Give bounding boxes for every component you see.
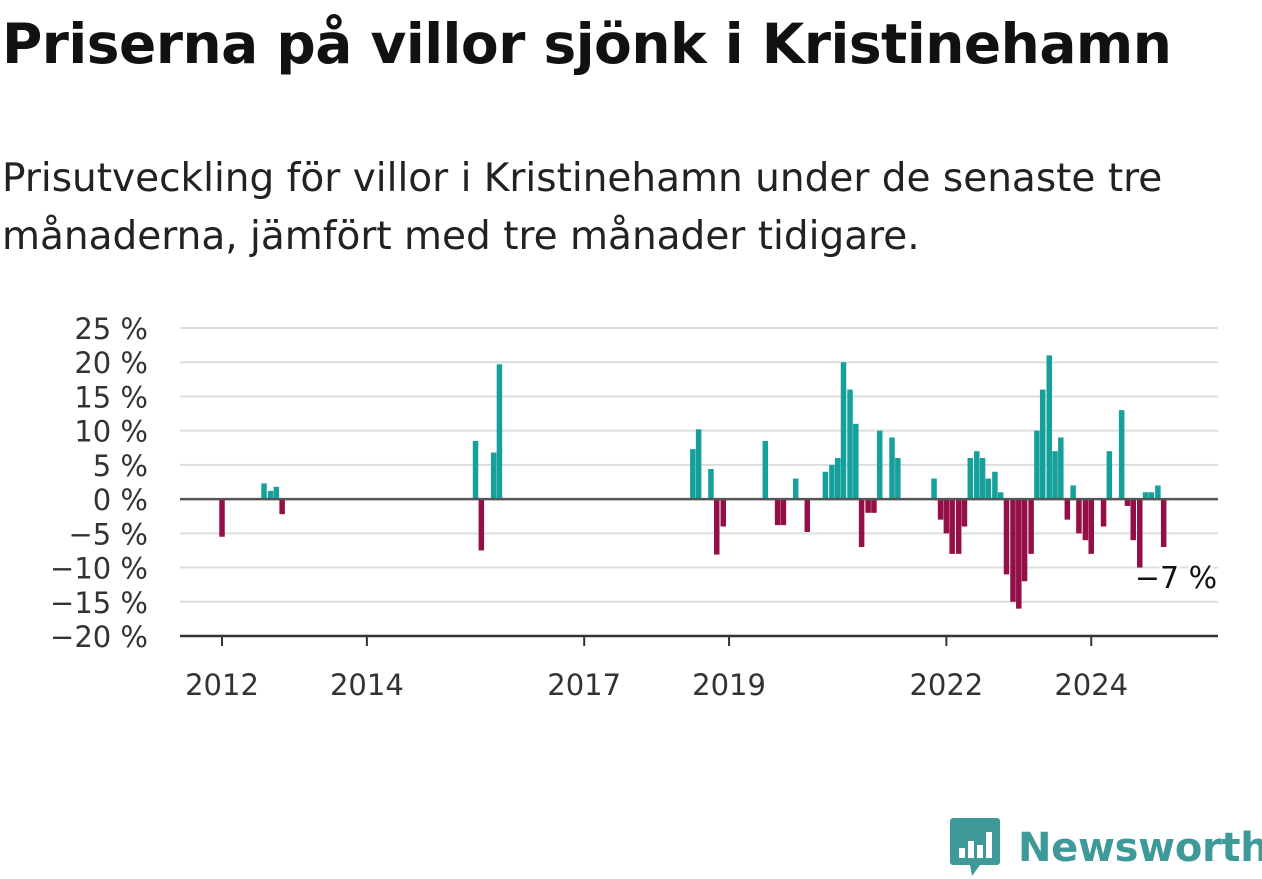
tick-labels: 25 %20 %15 %10 %5 %0 %−5 %−10 %−15 %−20 … xyxy=(50,312,1220,702)
x-tick-label: 2014 xyxy=(330,668,404,702)
bar xyxy=(985,478,992,500)
newsworthy-logo-icon xyxy=(950,818,1000,876)
bar xyxy=(834,458,841,500)
y-tick-label: 10 % xyxy=(74,415,148,449)
bar xyxy=(949,499,955,554)
bar xyxy=(1064,499,1071,520)
bar xyxy=(1028,499,1034,554)
y-tick-label: 15 % xyxy=(74,380,148,414)
bar xyxy=(829,464,835,500)
annotation-halo: −7 % xyxy=(1135,561,1217,596)
bar xyxy=(1106,451,1113,500)
bar xyxy=(1137,499,1143,568)
bar xyxy=(871,499,877,513)
bar xyxy=(273,486,280,500)
bar xyxy=(1046,355,1052,500)
bar xyxy=(1003,499,1010,575)
bar xyxy=(720,499,727,527)
bar xyxy=(853,423,859,500)
bar xyxy=(780,499,787,526)
bar xyxy=(1052,451,1058,500)
chart-title: Priserna på villor sjönk i Kristinehamn xyxy=(2,12,1172,76)
y-tick-label: −10 % xyxy=(50,552,148,586)
bar xyxy=(822,471,829,500)
bar xyxy=(865,499,871,513)
bar xyxy=(847,389,853,500)
bar xyxy=(714,499,720,555)
bar xyxy=(895,458,901,500)
x-tick-label: 2022 xyxy=(909,668,983,702)
x-tick-label: 2024 xyxy=(1054,668,1128,702)
bar xyxy=(774,499,781,526)
bar xyxy=(478,499,485,551)
bar xyxy=(792,478,799,500)
y-tick-label: 5 % xyxy=(93,449,148,483)
bar xyxy=(1160,499,1167,548)
bar xyxy=(997,492,1004,500)
bar xyxy=(858,499,865,548)
bar xyxy=(1088,499,1094,554)
bar xyxy=(267,490,274,500)
bar xyxy=(1039,389,1046,500)
bar xyxy=(876,430,883,500)
bar xyxy=(1010,499,1016,602)
bar xyxy=(261,483,267,500)
x-tick-label: 2017 xyxy=(547,668,621,702)
y-tick-label: −15 % xyxy=(50,586,148,620)
y-tick-label: −20 % xyxy=(50,620,148,654)
bar xyxy=(992,471,998,500)
bar xyxy=(974,451,980,500)
bar xyxy=(840,362,847,500)
annotation-label: −7 % xyxy=(1135,561,1217,596)
bar xyxy=(804,499,811,532)
bar xyxy=(889,437,895,500)
x-tick-label: 2019 xyxy=(692,668,766,702)
bar xyxy=(979,458,986,500)
bar xyxy=(708,469,714,500)
y-tick-label: 20 % xyxy=(74,346,148,380)
bar xyxy=(496,364,503,500)
bar xyxy=(1058,437,1064,500)
bar xyxy=(1100,499,1107,527)
bar xyxy=(955,499,962,554)
bar xyxy=(1021,499,1028,582)
bar xyxy=(931,478,937,500)
chart-subtitle: Prisutveckling för villor i Kristinehamn… xyxy=(2,156,1163,259)
bar xyxy=(1148,492,1155,500)
axes xyxy=(180,497,1218,646)
bar xyxy=(762,440,769,500)
y-tick-label: −5 % xyxy=(68,517,148,551)
y-tick-label: 25 % xyxy=(74,312,148,346)
bars xyxy=(219,355,1167,609)
bar xyxy=(1016,499,1022,609)
brand-name: Newsworthy xyxy=(1018,825,1262,871)
bar-chart: 25 %20 %15 %10 %5 %0 %−5 %−10 %−15 %−20 … xyxy=(50,312,1220,702)
bar xyxy=(1070,485,1076,500)
brand-logo: Newsworthy xyxy=(950,818,1262,878)
y-tick-label: 0 % xyxy=(93,483,148,517)
bar xyxy=(967,458,974,500)
bar xyxy=(690,449,696,500)
bar xyxy=(1155,485,1161,500)
bar xyxy=(1124,499,1131,506)
x-tick-label: 2012 xyxy=(185,668,259,702)
bar xyxy=(490,452,497,500)
bar xyxy=(1076,499,1082,534)
bar xyxy=(1118,410,1125,500)
bar xyxy=(1034,430,1040,500)
bar xyxy=(1082,499,1089,541)
bar xyxy=(943,499,950,534)
bar xyxy=(695,429,702,500)
bar xyxy=(961,499,968,527)
bar xyxy=(219,499,225,537)
bar xyxy=(1142,492,1149,500)
bar xyxy=(937,499,944,520)
bar xyxy=(1130,499,1136,541)
bar xyxy=(472,440,479,500)
bar xyxy=(279,499,285,515)
